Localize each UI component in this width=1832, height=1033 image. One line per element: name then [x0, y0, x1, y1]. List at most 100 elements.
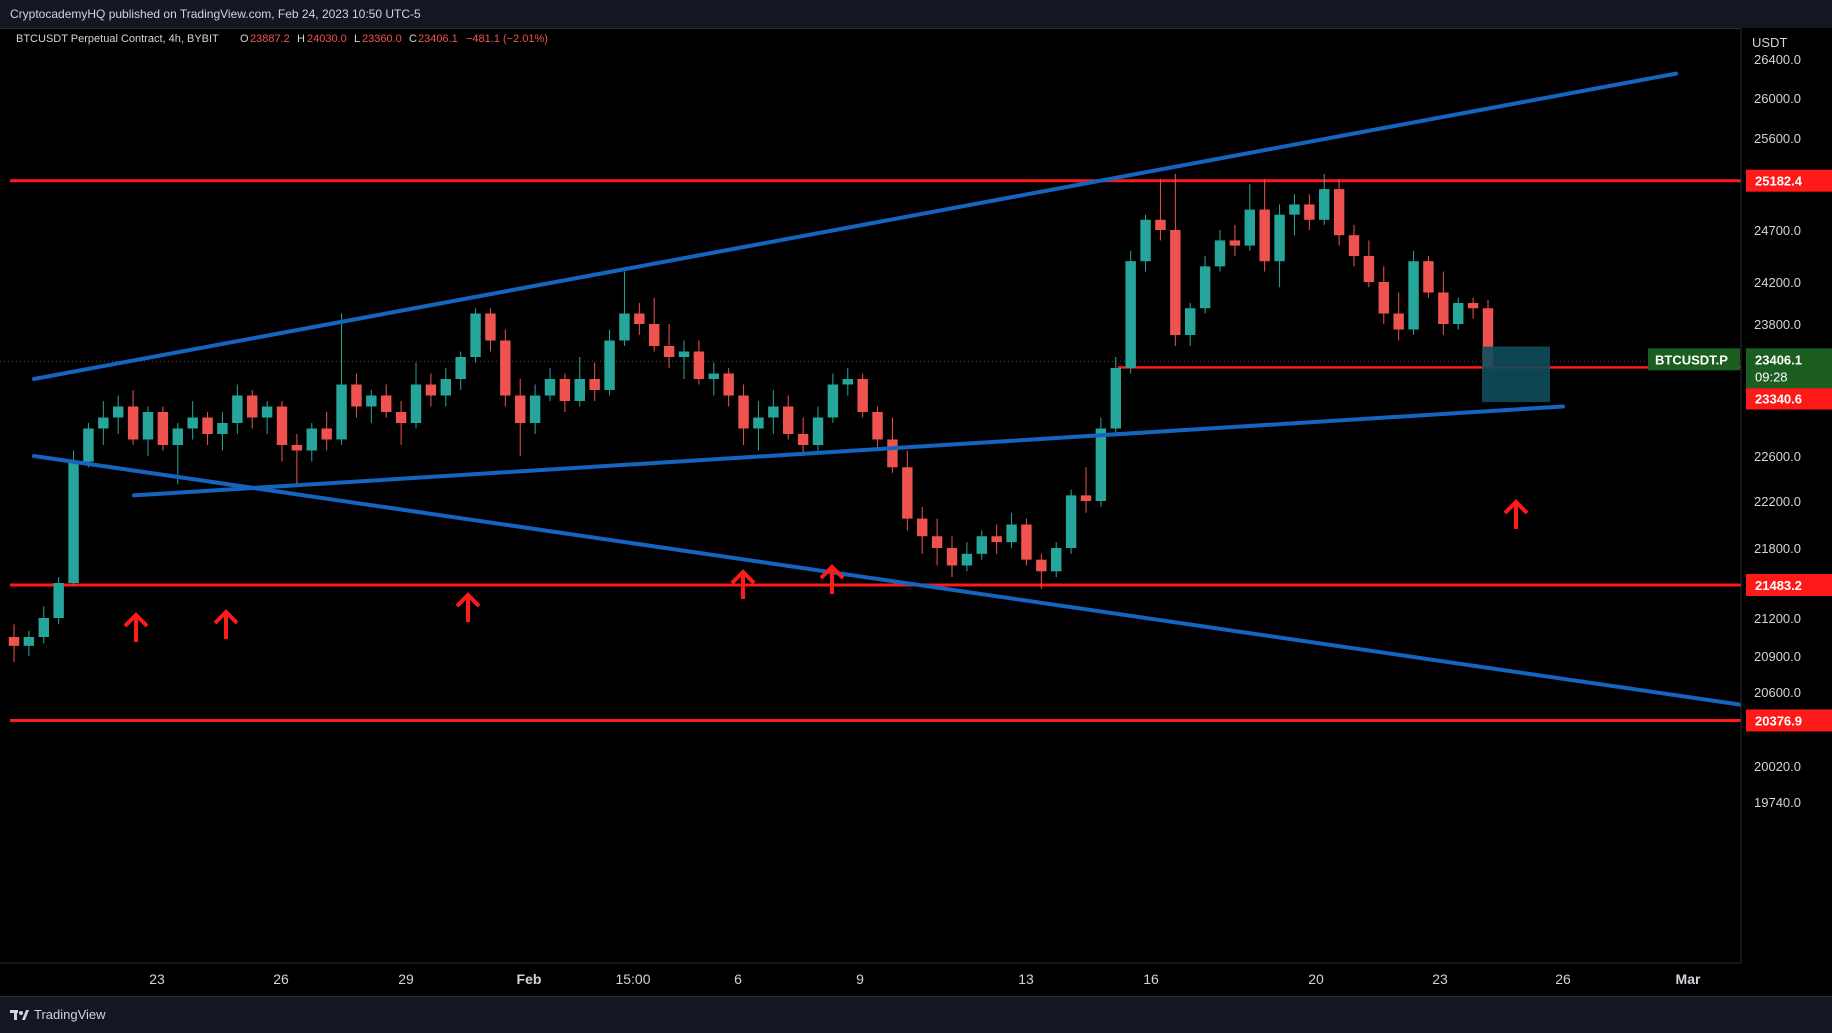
candle — [1140, 214, 1151, 272]
candlestick-chart[interactable]: BTCUSDT Perpetual Contract, 4h, BYBIT O … — [0, 28, 1832, 996]
candle — [8, 624, 20, 662]
svg-text:25182.4: 25182.4 — [1755, 174, 1803, 189]
candle — [1423, 256, 1434, 298]
time-tick-label: 15:00 — [615, 971, 650, 987]
chart-area[interactable]: BTCUSDT Perpetual Contract, 4h, BYBIT O … — [0, 28, 1832, 996]
price-axis[interactable]: USDT 26400.0 26000.0 25600.0 24700.0 24200.0… — [1648, 28, 1832, 963]
candle — [529, 384, 541, 434]
level-badge-r1: 25182.4 — [1746, 169, 1832, 192]
candle — [1348, 224, 1360, 267]
candle — [142, 406, 154, 456]
time-tick-label: 16 — [1143, 971, 1159, 987]
candle — [515, 379, 526, 456]
candle — [723, 368, 734, 407]
time-tick-label: 20 — [1308, 971, 1324, 987]
candle — [1319, 173, 1330, 225]
candle — [544, 368, 556, 401]
publisher-line: CryptocademyHQ published on TradingView.… — [10, 7, 421, 21]
support-arrow-icon — [123, 612, 149, 642]
time-axis[interactable]: 23 26 29 Feb 15:00 6 9 13 16 20 23 26 Mar — [0, 962, 1741, 987]
candle — [1214, 230, 1226, 272]
candle — [425, 373, 437, 407]
legend-c-value: 23406.1 — [418, 33, 458, 45]
candle — [336, 313, 347, 445]
candle — [1110, 357, 1121, 434]
candle — [1274, 204, 1285, 288]
candle — [1095, 417, 1107, 507]
trendline-0 — [32, 71, 1678, 381]
candle — [1155, 178, 1166, 241]
candle — [306, 423, 317, 462]
candle — [797, 417, 809, 456]
candle — [1393, 292, 1404, 341]
candle — [1289, 194, 1300, 236]
time-tick-label: 29 — [398, 971, 414, 987]
candle — [872, 406, 883, 451]
candle — [127, 390, 139, 445]
candle — [634, 303, 645, 335]
svg-text:20376.9: 20376.9 — [1755, 713, 1802, 728]
support-arrow-icon — [455, 592, 481, 622]
candle — [1453, 297, 1464, 330]
footer-bar: TradingView — [0, 996, 1832, 1033]
candle — [693, 340, 705, 385]
price-tick-label: 22600.0 — [1754, 449, 1801, 464]
candle — [1438, 271, 1449, 335]
candle — [276, 401, 288, 462]
candle — [559, 373, 571, 412]
candle — [1363, 240, 1375, 288]
candle — [783, 395, 794, 440]
candle — [351, 373, 362, 418]
candle — [857, 373, 868, 418]
trendline-2 — [132, 404, 1565, 498]
candle — [172, 423, 183, 485]
candle — [291, 434, 303, 485]
candle — [619, 271, 630, 346]
legend-l-label: L — [354, 33, 360, 45]
tradingview-logo-icon — [10, 1010, 29, 1020]
candle — [1170, 173, 1181, 346]
target-badge: 23340.6 — [1746, 387, 1832, 410]
candle — [232, 384, 243, 434]
candle — [38, 606, 49, 644]
price-tick-label: 21200.0 — [1754, 611, 1801, 626]
candle — [113, 395, 124, 434]
price-tick-label: 19740.0 — [1754, 795, 1801, 810]
price-tick-label: 25600.0 — [1754, 131, 1801, 146]
candle — [708, 362, 719, 396]
support-arrow-icon — [1503, 499, 1529, 529]
target-zone — [1482, 346, 1550, 403]
candle — [604, 329, 615, 396]
candle — [1467, 297, 1479, 319]
candle — [455, 351, 466, 390]
candle — [1408, 250, 1419, 335]
time-tick-label: Feb — [517, 971, 542, 987]
candle — [202, 412, 213, 445]
price-tick-label: 20900.0 — [1754, 649, 1801, 664]
candle — [842, 368, 853, 396]
svg-text:21483.2: 21483.2 — [1755, 578, 1802, 593]
symbol-badge: BTCUSDT.P — [1648, 348, 1740, 371]
candle — [1006, 512, 1017, 548]
candle — [589, 362, 600, 401]
candle — [887, 417, 898, 473]
legend-symbol: BTCUSDT Perpetual Contract, 4h, BYBIT — [16, 33, 219, 45]
svg-text:23340.6: 23340.6 — [1755, 392, 1802, 407]
target-zone-box — [1482, 346, 1550, 403]
legend-o-value: 23887.2 — [250, 33, 290, 45]
candle — [321, 412, 332, 451]
candle — [470, 308, 481, 363]
price-tick-label: 20020.0 — [1754, 759, 1801, 774]
candle — [902, 450, 913, 531]
time-tick-label: 26 — [1555, 971, 1571, 987]
candle — [157, 406, 169, 451]
support-arrow-icon — [213, 609, 239, 639]
candle — [410, 362, 422, 429]
level-badge-r2: 21483.2 — [1746, 573, 1832, 596]
time-tick-label: Mar — [1676, 971, 1701, 987]
candle — [1304, 194, 1315, 230]
candle — [1259, 178, 1270, 272]
candle — [247, 390, 258, 429]
candle — [649, 297, 660, 352]
svg-text:BTCUSDT.P: BTCUSDT.P — [1655, 352, 1728, 367]
